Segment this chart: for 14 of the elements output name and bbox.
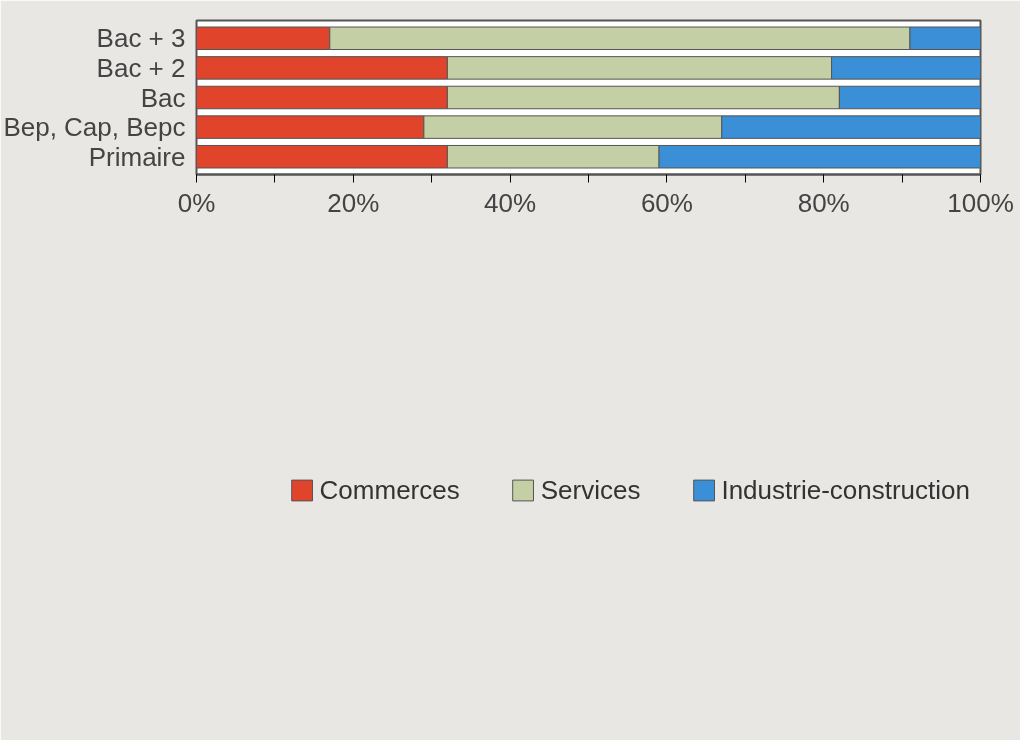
- y-tick-label: Primaire: [88, 141, 186, 172]
- x-tick-label: 20%: [327, 187, 380, 218]
- y-tick-label: Bac + 2: [96, 52, 186, 83]
- x-tick-label: 60%: [640, 187, 693, 218]
- x-tick-label: 80%: [797, 187, 850, 218]
- legend-label: Industrie-construction: [721, 474, 970, 506]
- x-tick-label: 0%: [177, 187, 216, 218]
- y-tick-label: Bep, Cap, Bepc: [3, 112, 186, 143]
- x-tick-label: 100%: [947, 187, 1014, 218]
- legend-label: Services: [540, 474, 641, 506]
- y-tick-label: Bac + 3: [96, 23, 186, 54]
- y-tick-label: Bac: [140, 82, 186, 113]
- x-tick-label: 40%: [484, 187, 537, 218]
- legend-label: Commerces: [319, 474, 460, 506]
